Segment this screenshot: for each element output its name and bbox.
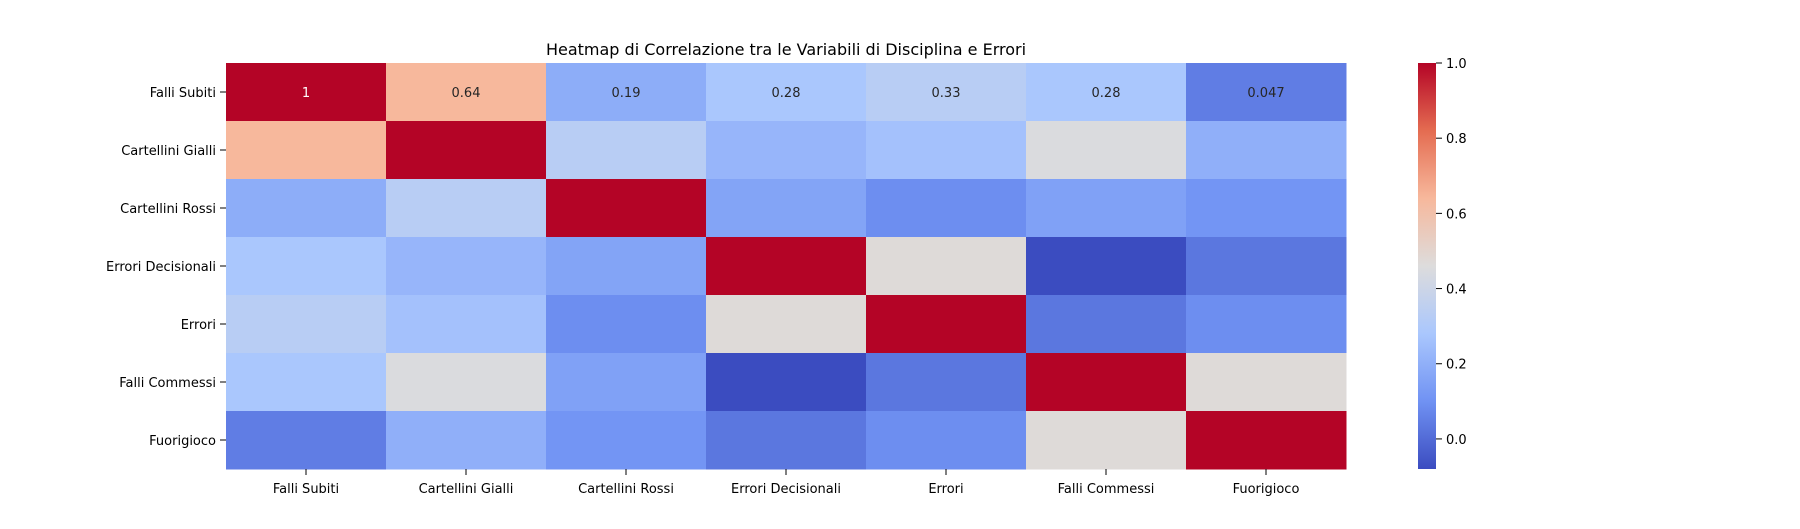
colorbar: 0.0 0.2 0.4 0.6 0.8 1.0 (1418, 57, 1467, 469)
cell-annotation: 0.047 (1247, 86, 1284, 101)
x-tick-label: Errori Decisionali (731, 482, 841, 497)
y-tick-label: Cartellini Rossi (120, 202, 216, 217)
heatmap-cell-r1-c2 (546, 121, 707, 180)
heatmap-cells (226, 63, 1347, 470)
heatmap-cell-r1-c3 (706, 121, 867, 180)
heatmap-cell-r5-c1 (386, 353, 547, 412)
heatmap-cell-r6-c0 (226, 411, 387, 470)
y-tick-label: Fuorigioco (149, 434, 216, 449)
heatmap-cell-r2-c6 (1186, 179, 1347, 238)
x-tick-label: Falli Commessi (1058, 482, 1155, 497)
colorbar-gradient (1418, 63, 1436, 469)
heatmap-cell-r5-c5 (1026, 353, 1187, 412)
heatmap-cell-r5-c3 (706, 353, 867, 412)
heatmap-cell-r6-c5 (1026, 411, 1187, 470)
heatmap-cell-r4-c3 (706, 295, 867, 354)
y-tick-label: Cartellini Gialli (121, 144, 216, 159)
cell-annotation: 0.19 (612, 86, 641, 101)
heatmap-cell-r4-c6 (1186, 295, 1347, 354)
cell-annotation: 0.33 (932, 86, 961, 101)
colorbar-tick-label: 0.6 (1446, 207, 1467, 222)
y-axis-labels: Falli Subiti Cartellini Gialli Cartellini … (106, 86, 226, 449)
heatmap-cell-r0-c5 (1026, 63, 1187, 122)
heatmap-cell-r3-c1 (386, 237, 547, 296)
colorbar-tick-label: 0.0 (1446, 433, 1467, 448)
cell-annotation: 0.28 (1092, 86, 1121, 101)
heatmap-cell-r1-c0 (226, 121, 387, 180)
heatmap-cell-r3-c4 (866, 237, 1027, 296)
heatmap-cell-r1-c5 (1026, 121, 1187, 180)
heatmap-cell-r0-c1 (386, 63, 547, 122)
cell-annotation: 1 (302, 86, 310, 101)
y-tick-label: Errori Decisionali (106, 260, 216, 275)
heatmap-cell-r4-c4 (866, 295, 1027, 354)
heatmap-cell-r3-c3 (706, 237, 867, 296)
heatmap-cell-r3-c5 (1026, 237, 1187, 296)
colorbar-tick-label: 1.0 (1446, 57, 1467, 72)
heatmap-cell-r0-c0 (226, 63, 387, 122)
heatmap-cell-r6-c4 (866, 411, 1027, 470)
heatmap-cell-r1-c6 (1186, 121, 1347, 180)
y-tick-label: Errori (181, 318, 216, 333)
heatmap-cell-r2-c4 (866, 179, 1027, 238)
heatmap-cell-r3-c0 (226, 237, 387, 296)
colorbar-tick-label: 0.8 (1446, 132, 1467, 147)
heatmap-cell-r5-c4 (866, 353, 1027, 412)
chart-title: Heatmap di Correlazione tra le Variabili… (546, 40, 1026, 59)
x-axis-labels: Falli Subiti Cartellini Gialli Cartellini … (273, 469, 1300, 497)
heatmap-cell-r0-c4 (866, 63, 1027, 122)
x-tick-label: Cartellini Rossi (578, 482, 674, 497)
colorbar-tick-label: 0.4 (1446, 283, 1467, 298)
heatmap-cell-r2-c5 (1026, 179, 1187, 238)
y-tick-label: Falli Subiti (150, 86, 216, 101)
heatmap-cell-r0-c3 (706, 63, 867, 122)
y-tick-label: Falli Commessi (119, 376, 216, 391)
heatmap-cell-r1-c1 (386, 121, 547, 180)
heatmap-cell-r2-c0 (226, 179, 387, 238)
heatmap-cell-r5-c2 (546, 353, 707, 412)
x-tick-label: Fuorigioco (1233, 482, 1300, 497)
heatmap-cell-r3-c6 (1186, 237, 1347, 296)
x-tick-label: Falli Subiti (273, 482, 339, 497)
heatmap-cell-r3-c2 (546, 237, 707, 296)
heatmap-cell-r5-c0 (226, 353, 387, 412)
colorbar-tick-label: 0.2 (1446, 358, 1467, 373)
heatmap-cell-r5-c6 (1186, 353, 1347, 412)
heatmap-cell-r6-c1 (386, 411, 547, 470)
heatmap-cell-r1-c4 (866, 121, 1027, 180)
heatmap-cell-r2-c1 (386, 179, 547, 238)
heatmap-cell-r4-c1 (386, 295, 547, 354)
heatmap-cell-r6-c2 (546, 411, 707, 470)
cell-annotations: 1 0.64 0.19 0.28 0.33 0.28 0.047 (302, 86, 1285, 101)
heatmap-cell-r4-c5 (1026, 295, 1187, 354)
heatmap-cell-r4-c2 (546, 295, 707, 354)
heatmap-cell-r6-c3 (706, 411, 867, 470)
heatmap-cell-r0-c6 (1186, 63, 1347, 122)
heatmap-cell-r2-c3 (706, 179, 867, 238)
heatmap-cell-r0-c2 (546, 63, 707, 122)
cell-annotation: 0.64 (452, 86, 481, 101)
x-tick-label: Cartellini Gialli (419, 482, 514, 497)
cell-annotation: 0.28 (772, 86, 801, 101)
heatmap-cell-r2-c2 (546, 179, 707, 238)
heatmap-cell-r6-c6 (1186, 411, 1347, 470)
x-tick-label: Errori (928, 482, 963, 497)
heatmap-cell-r4-c0 (226, 295, 387, 354)
